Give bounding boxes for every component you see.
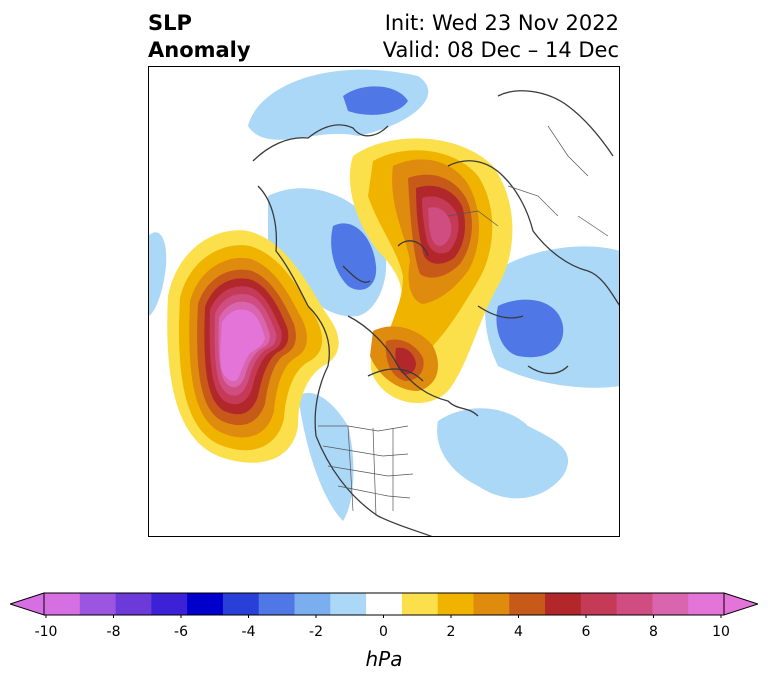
anomaly-positive-arctic [349,138,513,403]
title-anomaly: Anomaly [148,38,251,62]
title-slp: SLP [148,11,192,35]
colorbar-segment [151,593,188,615]
colorbar-tick-label: 6 [581,624,591,640]
colorbar-segment [294,593,331,615]
map-coastlines [252,90,620,537]
anomaly-negative [331,86,564,358]
anomaly-positive-pacific [167,230,339,463]
colorbar-segment [222,593,260,615]
colorbar-extend-high [723,592,758,616]
colorbar-segment [473,593,510,615]
colorbar-unit: hPa [365,647,403,671]
colorbar-segment [652,593,689,615]
colorbar-tick-label: 0 [379,624,388,640]
colorbar-segment [258,593,296,615]
colorbar-segment [115,593,152,615]
colorbar-segment [437,593,474,615]
map-svg [148,66,620,537]
colorbar-tick-label: -10 [34,624,58,640]
colorbar-tick-label: 8 [649,624,658,640]
colorbar-segment [616,593,653,615]
colorbar-tick-label: -6 [174,624,188,640]
colorbar [10,592,758,618]
title-left: SLP Anomaly [148,10,251,64]
colorbar-tick-label: -8 [106,624,121,640]
colorbar-tick-label: 4 [514,624,523,640]
colorbar-segment [366,593,403,615]
colorbar-ticks: -10 -8 -6 -4 -2 0 2 4 6 8 10 [0,624,768,644]
colorbar-tick-label: 10 [712,624,730,640]
colorbar-segment [580,593,618,615]
colorbar-extend-low [10,592,45,616]
map-borders [318,125,609,517]
colorbar-segment [509,593,546,615]
colorbar-segment [79,593,117,615]
init-date: Init: Wed 23 Nov 2022 [384,11,619,35]
map-panel [148,66,620,537]
colorbar-segment [187,593,224,615]
map-border [148,66,620,537]
colorbar-segment [545,593,582,615]
colorbar-segment [401,593,439,615]
colorbar-segment [44,593,81,615]
colorbar-tick-label: -4 [241,624,256,640]
colorbar-segment [688,593,725,615]
valid-range: Valid: 08 Dec – 14 Dec [382,38,619,62]
title-right: Init: Wed 23 Nov 2022 Valid: 08 Dec – 14… [383,10,619,64]
colorbar-tick-label: -2 [309,624,323,640]
colorbar-tick-label: 2 [446,624,456,640]
colorbar-segment [330,593,367,615]
